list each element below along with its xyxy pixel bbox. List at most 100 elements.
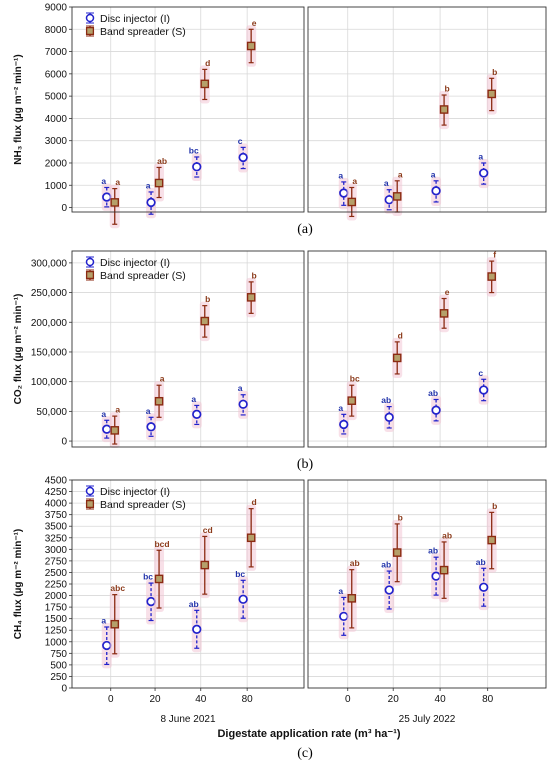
- y-tick-label: 4000: [45, 499, 68, 510]
- band-marker: [392, 548, 402, 557]
- legend-disc-label: Disc injector (I): [100, 13, 170, 25]
- y-tick-label: 1000: [45, 637, 68, 648]
- disc-marker: [479, 168, 489, 178]
- y-tick-label: 6000: [45, 69, 68, 80]
- legend-disc-marker: [85, 486, 95, 496]
- disc-marker: [238, 152, 248, 163]
- legend: Disc injector (I)Band spreader (S): [85, 256, 186, 282]
- x-tick-label: 80: [482, 694, 494, 705]
- y-tick-label: 4000: [45, 114, 68, 125]
- x-tick-label: 20: [149, 694, 161, 705]
- band-marker: [110, 198, 120, 207]
- significance-letter: a: [115, 405, 120, 415]
- legend: Disc injector (I)Band spreader (S): [85, 12, 186, 38]
- band-spreader-point: bc: [346, 374, 360, 421]
- significance-letter: a: [160, 374, 165, 384]
- disc-marker: [384, 412, 394, 422]
- date-label: 8 June 2021: [160, 714, 215, 725]
- y-tick-label: 0: [61, 684, 67, 695]
- band-marker: [154, 396, 164, 406]
- panel-c: 0250500750100012501500175020002250250027…: [13, 476, 547, 761]
- significance-letter: ab: [381, 395, 391, 405]
- band-marker: [200, 560, 210, 570]
- y-tick-label: 0: [61, 203, 67, 214]
- band-spreader-point: abc: [109, 583, 125, 658]
- significance-letter: ab: [350, 558, 360, 568]
- significance-letter: b: [398, 512, 403, 522]
- significance-letter: a: [191, 394, 196, 404]
- disc-injector-point: ab: [189, 599, 202, 653]
- band-marker: [487, 89, 496, 99]
- x-axis-label: Digestate application rate (m³ ha⁻¹): [217, 728, 400, 740]
- disc-marker: [431, 571, 441, 581]
- significance-letter: bc: [350, 374, 360, 384]
- band-marker: [200, 79, 210, 89]
- disc-marker: [146, 197, 156, 208]
- y-tick-label: 500: [50, 660, 67, 671]
- significance-letter: bc: [143, 572, 153, 582]
- significance-letter: a: [384, 178, 389, 188]
- y-tick-label: 0: [61, 437, 67, 448]
- band-spreader-point: a: [346, 176, 357, 221]
- significance-letter: d: [252, 497, 257, 507]
- y-tick-label: 4500: [45, 476, 68, 487]
- significance-letter: a: [352, 176, 357, 186]
- y-tick-label: 100,000: [31, 377, 68, 388]
- significance-letter: a: [338, 586, 343, 596]
- band-marker: [246, 293, 256, 302]
- y-tick-label: 3500: [45, 522, 68, 533]
- y-tick-label: 1750: [45, 603, 68, 614]
- x-tick-label: 20: [388, 694, 400, 705]
- disc-injector-point: a: [238, 383, 249, 419]
- band-marker: [246, 533, 256, 543]
- significance-letter: ab: [428, 546, 438, 556]
- y-tick-label: 2000: [45, 591, 68, 602]
- significance-letter: b: [252, 270, 257, 280]
- panel-label: (a): [297, 222, 313, 237]
- disc-injector-point: bc: [143, 572, 157, 625]
- band-spreader-point: d: [246, 497, 257, 571]
- disc-injector-point: bc: [189, 145, 202, 182]
- disc-injector-point: a: [146, 180, 157, 219]
- legend-disc-marker: [85, 13, 95, 23]
- significance-letter: a: [115, 177, 120, 187]
- band-marker: [154, 178, 164, 188]
- significance-letter: a: [478, 151, 483, 161]
- legend-band-label: Band spreader (S): [100, 270, 186, 282]
- disc-marker: [479, 582, 489, 592]
- significance-letter: c: [478, 368, 483, 378]
- significance-letter: b: [444, 84, 449, 94]
- y-tick-label: 300,000: [31, 258, 68, 269]
- disc-marker: [102, 424, 112, 434]
- band-marker: [439, 105, 449, 114]
- significance-letter: b: [492, 67, 497, 77]
- y-tick-label: 250: [50, 672, 67, 683]
- y-tick-label: 1000: [45, 181, 68, 192]
- disc-injector-point: ab: [476, 557, 489, 611]
- disc-marker: [384, 195, 394, 205]
- disc-injector-point: a: [431, 169, 442, 206]
- disc-injector-point: a: [191, 394, 202, 429]
- y-axis-label: NH₃ flux (µg m⁻² min⁻¹): [13, 54, 24, 164]
- band-marker: [392, 192, 402, 201]
- band-marker: [347, 197, 357, 207]
- significance-letter: e: [445, 287, 450, 297]
- legend-band-marker: [85, 270, 95, 280]
- significance-letter: bc: [189, 145, 199, 155]
- x-tick-label: 40: [435, 694, 447, 705]
- y-tick-label: 3000: [45, 545, 68, 556]
- significance-letter: ab: [381, 560, 391, 570]
- significance-letter: bcd: [154, 539, 169, 549]
- disc-injector-point: c: [478, 368, 489, 405]
- disc-injector-point: ab: [428, 546, 442, 600]
- significance-letter: a: [101, 615, 106, 625]
- disc-injector-point: ab: [381, 560, 395, 613]
- legend-disc-label: Disc injector (I): [100, 486, 170, 498]
- band-spreader-point: a: [109, 405, 120, 449]
- disc-injector-point: a: [338, 170, 349, 210]
- legend-band-label: Band spreader (S): [100, 499, 186, 511]
- disc-injector-point: ab: [428, 388, 442, 425]
- band-spreader-point: b: [486, 501, 497, 573]
- band-spreader-point: e: [439, 287, 450, 333]
- disc-marker: [192, 409, 202, 419]
